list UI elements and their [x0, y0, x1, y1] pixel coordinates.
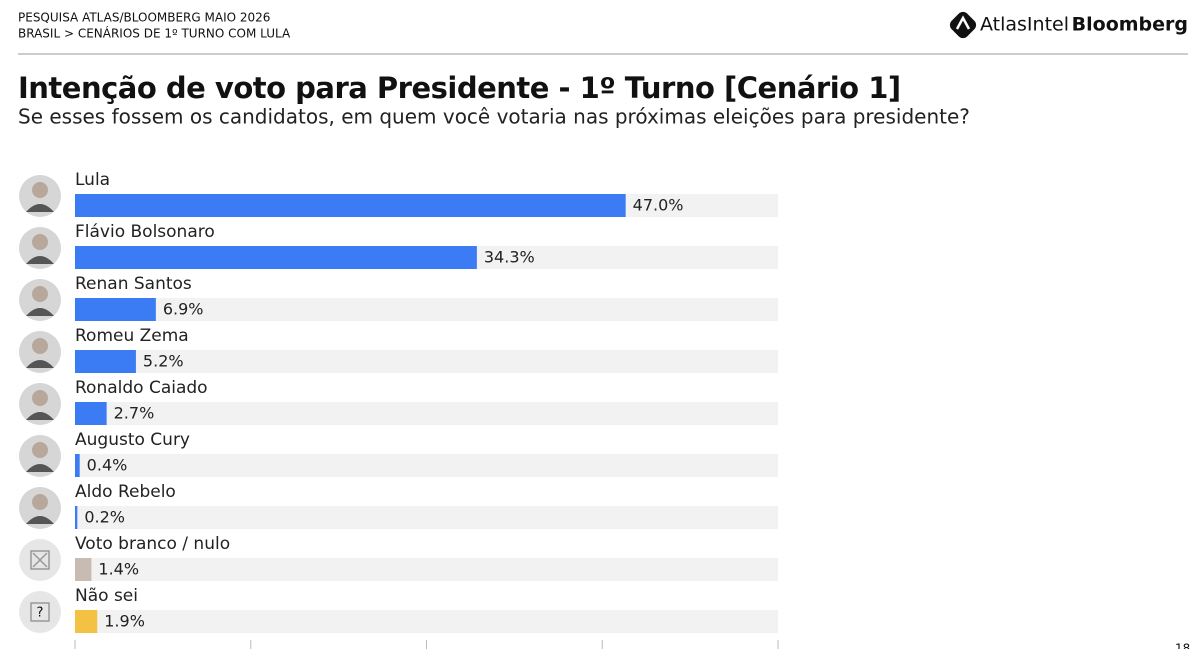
icon-q: ? — [37, 606, 44, 621]
page-number: 18 — [1175, 642, 1190, 649]
value-label: 0.2% — [84, 508, 125, 527]
chart-title: Intenção de voto para Presidente - 1º Tu… — [18, 71, 901, 105]
bar — [75, 246, 477, 269]
category-label: Não sei — [75, 586, 138, 606]
value-label: 1.4% — [98, 560, 139, 579]
breadcrumb: BRASIL > CENÁRIOS DE 1º TURNO COM LULA — [18, 26, 291, 41]
bar-track — [75, 506, 778, 529]
avatar-body — [26, 360, 54, 368]
avatar-head — [32, 234, 48, 250]
avatar-body — [26, 308, 54, 316]
bar-track — [75, 350, 778, 373]
logo-atlas: AtlasIntel — [980, 14, 1069, 36]
bar-track — [75, 298, 778, 321]
value-label: 0.4% — [87, 456, 128, 475]
category-label: Aldo Rebelo — [75, 482, 176, 502]
avatar-body — [26, 256, 54, 264]
bar — [75, 194, 626, 217]
icon-x — [32, 552, 48, 568]
avatar-head — [32, 494, 48, 510]
atlas-logo-icon — [949, 11, 977, 39]
value-label: 34.3% — [484, 248, 535, 267]
avatar-head — [32, 286, 48, 302]
bar — [75, 610, 98, 633]
avatar-head — [32, 442, 48, 458]
avatar-head — [32, 182, 48, 198]
category-label: Flávio Bolsonaro — [75, 222, 215, 242]
bar-track — [75, 454, 778, 477]
category-label: Romeu Zema — [75, 326, 189, 346]
value-label: 1.9% — [104, 612, 145, 631]
bar — [75, 454, 80, 477]
category-label: Voto branco / nulo — [75, 534, 230, 554]
value-label: 47.0% — [633, 196, 684, 215]
avatar-body — [26, 204, 54, 212]
chart-subtitle: Se esses fossem os candidatos, em quem v… — [18, 105, 970, 129]
value-label: 6.9% — [163, 300, 204, 319]
category-label: Ronaldo Caiado — [75, 378, 208, 398]
avatar-body — [26, 412, 54, 420]
category-label: Renan Santos — [75, 274, 192, 294]
bar — [75, 298, 156, 321]
avatar-body — [26, 516, 54, 524]
source: PESQUISA ATLAS/BLOOMBERG MAIO 2026 — [18, 11, 270, 25]
category-label: Lula — [75, 170, 110, 190]
logo-bloomberg: Bloomberg — [1072, 14, 1188, 36]
bar-track — [75, 402, 778, 425]
bar — [75, 350, 136, 373]
avatar-head — [32, 390, 48, 406]
bar — [75, 402, 107, 425]
category-label: Augusto Cury — [75, 430, 190, 450]
avatar-body — [26, 464, 54, 472]
value-label: 5.2% — [143, 352, 184, 371]
value-label: 2.7% — [114, 404, 155, 423]
avatar-head — [32, 338, 48, 354]
icon-box — [30, 550, 50, 570]
bar — [75, 506, 78, 529]
bar — [75, 558, 92, 581]
bar-track — [75, 610, 778, 633]
bar-track — [75, 558, 778, 581]
icon-box — [30, 602, 50, 622]
avatar — [19, 591, 61, 633]
